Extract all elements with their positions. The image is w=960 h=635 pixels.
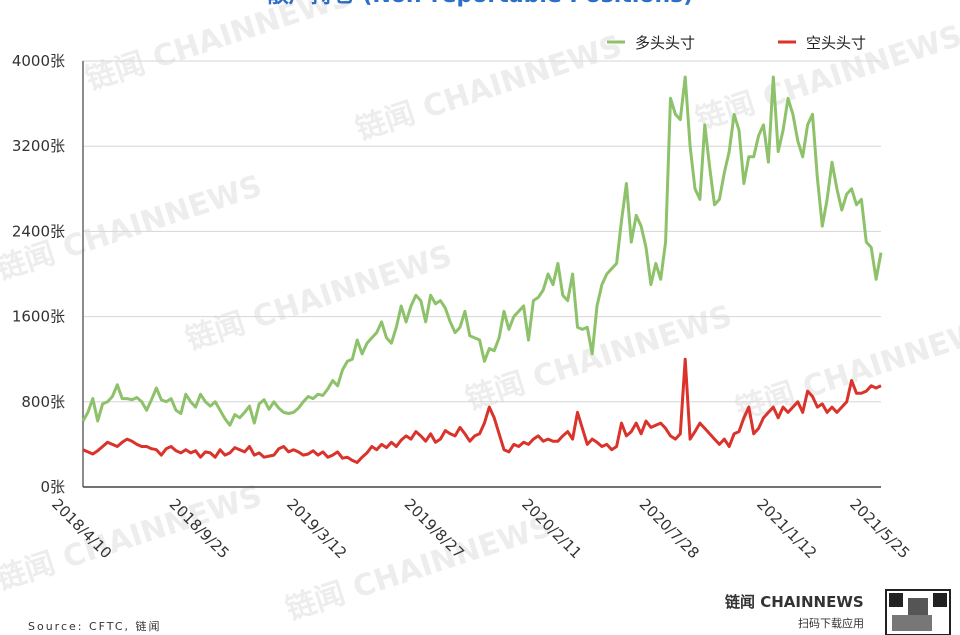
y-tick-label: 0张 — [40, 478, 65, 496]
watermark: 链闻 CHAINNEWS — [352, 29, 627, 148]
watermark: 链闻 CHAINNEWS — [732, 309, 960, 428]
y-tick-label: 1600张 — [12, 308, 65, 326]
y-tick-label: 2400张 — [12, 222, 65, 240]
x-tick-label: 2020/7/28 — [636, 495, 703, 562]
brand-sub: 扫码下载应用 — [798, 616, 864, 630]
series-line — [81, 75, 883, 427]
x-tick-label: 2021/1/12 — [753, 495, 820, 562]
watermark: 链闻 CHAINNEWS — [0, 479, 266, 598]
chart-title: 散户持仓 (Non-reportable Positions) — [267, 0, 694, 8]
source: Source: CFTC, 链闻 — [28, 619, 162, 633]
x-tick-label: 2019/3/12 — [283, 495, 350, 562]
qr-code — [885, 589, 951, 635]
series-line — [82, 357, 882, 464]
legend-label: 多头头寸 — [635, 34, 695, 52]
legend-label: 空头头寸 — [806, 34, 866, 52]
y-tick-label: 3200张 — [12, 137, 65, 155]
y-tick-label: 4000张 — [12, 52, 65, 70]
x-tick-label: 2021/5/25 — [846, 495, 913, 562]
y-tick-label: 800张 — [21, 393, 65, 411]
watermark: 链闻 CHAINNEWS — [82, 0, 357, 98]
brand: 链闻 CHAINNEWS — [725, 593, 864, 611]
